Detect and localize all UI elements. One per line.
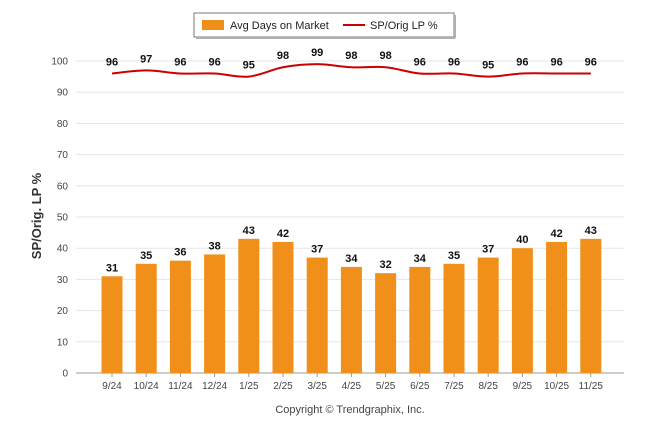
legend: Avg Days on Market SP/Orig LP % bbox=[193, 12, 456, 39]
bar-series: 31 35 36 38 43 42 37 34 32 34 35 37 40 42 43 bbox=[101, 225, 602, 373]
bar bbox=[443, 263, 465, 373]
x-tick-label: 4/25 bbox=[342, 381, 362, 392]
bar bbox=[340, 266, 362, 373]
bar-value-label: 32 bbox=[379, 259, 391, 271]
bar-value-label: 35 bbox=[448, 250, 460, 262]
bar bbox=[580, 238, 602, 373]
bar-value-label: 34 bbox=[345, 253, 358, 265]
bar bbox=[135, 263, 157, 373]
y-axis: 0 10 20 30 40 50 60 70 80 90 100 bbox=[51, 57, 68, 380]
bar-value-label: 40 bbox=[516, 234, 528, 246]
bar bbox=[409, 266, 431, 373]
line-value-label: 96 bbox=[448, 56, 460, 68]
series-line bbox=[111, 63, 591, 78]
line-series: 96 97 96 96 95 98 99 98 98 96 96 95 96 96 96 bbox=[106, 47, 597, 78]
line-value-label: 95 bbox=[482, 60, 494, 72]
line-value-label: 96 bbox=[550, 56, 562, 68]
bar-value-label: 42 bbox=[277, 228, 289, 240]
y-axis-title: SP/Orig. LP % bbox=[29, 172, 44, 259]
bar-value-label: 37 bbox=[482, 244, 494, 256]
bar bbox=[238, 238, 260, 373]
legend-label-bars: Avg Days on Market bbox=[230, 20, 329, 32]
bar-value-label: 35 bbox=[140, 250, 152, 262]
y-tick-label: 0 bbox=[62, 369, 68, 380]
line-value-label: 96 bbox=[414, 56, 426, 68]
bar-value-label: 34 bbox=[414, 253, 427, 265]
bar-value-label: 37 bbox=[311, 244, 323, 256]
bar-value-label: 42 bbox=[550, 228, 562, 240]
legend-swatch-bars bbox=[202, 20, 224, 30]
bar-value-label: 31 bbox=[106, 262, 118, 274]
y-tick-label: 50 bbox=[57, 213, 69, 224]
x-tick-label: 8/25 bbox=[478, 381, 498, 392]
y-tick-label: 10 bbox=[57, 337, 69, 348]
legend-box bbox=[193, 12, 455, 38]
x-tick-label: 6/25 bbox=[410, 381, 430, 392]
x-tick-label: 11/25 bbox=[579, 381, 604, 392]
bar bbox=[204, 254, 226, 373]
x-tick-label: 2/25 bbox=[273, 381, 293, 392]
bar-value-label: 36 bbox=[174, 247, 186, 259]
bar bbox=[306, 257, 328, 373]
bar-value-label: 43 bbox=[243, 225, 255, 237]
bar bbox=[101, 276, 123, 373]
bar bbox=[169, 260, 191, 373]
line-value-label: 95 bbox=[243, 60, 255, 72]
x-tick-label: 10/25 bbox=[544, 381, 569, 392]
line-value-label: 96 bbox=[516, 56, 528, 68]
line-value-label: 98 bbox=[379, 50, 391, 62]
y-tick-label: 40 bbox=[57, 244, 69, 255]
y-tick-label: 60 bbox=[57, 181, 69, 192]
line-value-label: 98 bbox=[345, 50, 357, 62]
line-value-label: 98 bbox=[277, 50, 289, 62]
line-value-label: 99 bbox=[311, 47, 323, 59]
y-tick-label: 20 bbox=[57, 306, 69, 317]
bar bbox=[546, 241, 568, 373]
x-tick-label: 10/24 bbox=[134, 381, 159, 392]
legend-label-line: SP/Orig LP % bbox=[370, 20, 438, 32]
bar bbox=[477, 257, 499, 373]
bar-value-label: 38 bbox=[208, 240, 220, 252]
bar bbox=[272, 241, 294, 373]
line-value-label: 96 bbox=[585, 56, 597, 68]
line-value-label: 96 bbox=[106, 56, 118, 68]
y-tick-label: 90 bbox=[57, 88, 69, 99]
x-tick-label: 3/25 bbox=[307, 381, 327, 392]
line-value-label: 96 bbox=[174, 56, 186, 68]
y-tick-label: 70 bbox=[57, 150, 69, 161]
copyright-text: Copyright © Trendgraphix, Inc. bbox=[275, 404, 424, 416]
bar-value-label: 43 bbox=[585, 225, 597, 237]
x-tick-label: 9/25 bbox=[513, 381, 533, 392]
x-axis: 9/24 10/24 11/24 12/24 1/25 2/25 3/25 4/25 5/25 6… bbox=[102, 373, 603, 392]
bar bbox=[375, 273, 397, 373]
x-tick-label: 9/24 bbox=[102, 381, 122, 392]
x-tick-label: 11/24 bbox=[168, 381, 193, 392]
line-value-label: 96 bbox=[208, 56, 220, 68]
x-tick-label: 5/25 bbox=[376, 381, 396, 392]
x-tick-label: 12/24 bbox=[202, 381, 227, 392]
x-tick-label: 7/25 bbox=[444, 381, 464, 392]
x-tick-label: 1/25 bbox=[239, 381, 259, 392]
y-tick-label: 80 bbox=[57, 119, 69, 130]
y-tick-label: 30 bbox=[57, 275, 69, 286]
bar bbox=[511, 248, 533, 373]
y-tick-label: 100 bbox=[51, 57, 68, 68]
line-value-label: 97 bbox=[140, 53, 152, 65]
